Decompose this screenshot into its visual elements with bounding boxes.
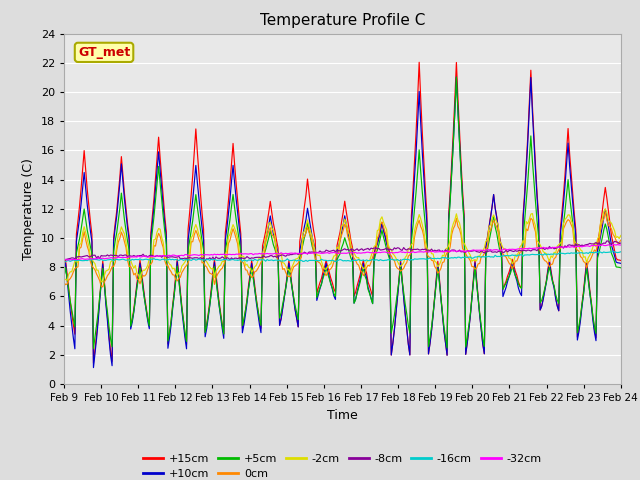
+15cm <box>60 270 68 276</box>
+10cm <box>130 310 138 315</box>
0cm <box>60 280 68 286</box>
-8cm <box>60 256 68 262</box>
-2cm <box>255 255 263 261</box>
-2cm <box>588 249 595 255</box>
-8cm <box>202 258 209 264</box>
+5cm <box>452 74 460 80</box>
+10cm <box>589 317 596 323</box>
0cm <box>246 272 254 277</box>
Line: +10cm: +10cm <box>64 77 621 368</box>
-16cm <box>244 257 252 263</box>
0cm <box>255 263 263 268</box>
+5cm <box>130 309 138 314</box>
0cm <box>602 209 609 215</box>
0cm <box>228 231 236 237</box>
-8cm <box>129 253 136 259</box>
+10cm <box>246 274 254 280</box>
-32cm <box>305 251 313 256</box>
0cm <box>305 229 313 235</box>
+10cm <box>305 215 313 221</box>
+10cm <box>255 322 263 327</box>
-2cm <box>130 265 138 271</box>
-2cm <box>60 276 68 282</box>
X-axis label: Time: Time <box>327 408 358 421</box>
-2cm <box>228 226 236 232</box>
+10cm <box>228 179 236 184</box>
Legend: +15cm, +10cm, +5cm, 0cm, -2cm, -8cm, -16cm, -32cm: +15cm, +10cm, +5cm, 0cm, -2cm, -8cm, -16… <box>139 449 546 480</box>
-16cm <box>254 257 262 263</box>
-32cm <box>228 252 236 258</box>
0cm <box>617 237 625 243</box>
Line: +15cm: +15cm <box>64 62 621 363</box>
Y-axis label: Temperature (C): Temperature (C) <box>22 158 35 260</box>
-16cm <box>60 259 68 265</box>
-32cm <box>63 257 71 263</box>
-16cm <box>586 249 594 255</box>
-16cm <box>617 249 625 254</box>
-2cm <box>97 279 105 285</box>
+15cm <box>90 360 97 366</box>
-16cm <box>595 249 603 254</box>
-32cm <box>246 251 254 256</box>
+5cm <box>617 265 625 271</box>
-2cm <box>305 224 313 229</box>
+5cm <box>589 313 596 319</box>
+15cm <box>130 306 138 312</box>
Title: Temperature Profile C: Temperature Profile C <box>260 13 425 28</box>
-32cm <box>60 257 68 263</box>
+5cm <box>246 276 254 282</box>
+15cm <box>246 271 254 276</box>
+5cm <box>305 228 313 233</box>
+5cm <box>255 315 263 321</box>
-16cm <box>226 257 234 263</box>
-32cm <box>130 254 138 260</box>
+15cm <box>305 191 313 196</box>
Line: +5cm: +5cm <box>64 77 621 348</box>
Text: GT_met: GT_met <box>78 46 130 59</box>
+5cm <box>90 346 97 351</box>
-8cm <box>246 256 254 262</box>
0cm <box>99 284 107 290</box>
-32cm <box>617 242 625 248</box>
-32cm <box>609 241 617 247</box>
-8cm <box>617 240 625 246</box>
+10cm <box>617 261 625 266</box>
Line: 0cm: 0cm <box>64 212 621 287</box>
+10cm <box>452 74 460 80</box>
-8cm <box>255 254 263 260</box>
+15cm <box>415 60 423 65</box>
-8cm <box>588 241 595 247</box>
Line: -16cm: -16cm <box>64 252 621 262</box>
0cm <box>130 272 138 278</box>
0cm <box>588 255 595 261</box>
Line: -2cm: -2cm <box>64 209 621 282</box>
+15cm <box>589 314 596 320</box>
Line: -8cm: -8cm <box>64 241 621 261</box>
+5cm <box>60 275 68 280</box>
-8cm <box>228 255 236 261</box>
-32cm <box>588 243 595 249</box>
+10cm <box>60 276 68 281</box>
+5cm <box>228 204 236 209</box>
-2cm <box>617 233 625 239</box>
-32cm <box>255 251 263 256</box>
+10cm <box>90 365 97 371</box>
-16cm <box>129 256 136 262</box>
-2cm <box>602 206 609 212</box>
-8cm <box>305 249 313 255</box>
+15cm <box>617 258 625 264</box>
+15cm <box>255 317 263 323</box>
+15cm <box>228 160 236 166</box>
Line: -32cm: -32cm <box>64 244 621 260</box>
-16cm <box>303 258 311 264</box>
-8cm <box>603 238 611 244</box>
-2cm <box>246 265 254 271</box>
